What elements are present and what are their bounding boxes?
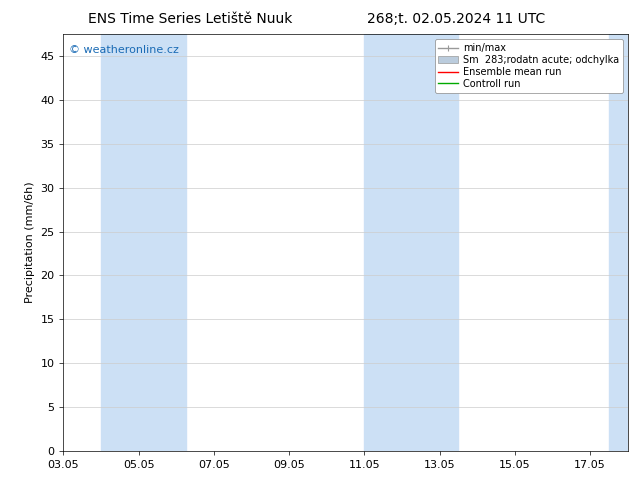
- Text: 268;t. 02.05.2024 11 UTC: 268;t. 02.05.2024 11 UTC: [367, 12, 546, 26]
- Text: © weatheronline.cz: © weatheronline.cz: [69, 45, 179, 55]
- Bar: [101, 34, 186, 451]
- Text: ENS Time Series Letiště Nuuk: ENS Time Series Letiště Nuuk: [88, 12, 292, 26]
- Bar: [365, 34, 458, 451]
- Bar: [609, 34, 628, 451]
- Y-axis label: Precipitation (mm/6h): Precipitation (mm/6h): [25, 182, 35, 303]
- Legend: min/max, Sm  283;rodatn acute; odchylka, Ensemble mean run, Controll run: min/max, Sm 283;rodatn acute; odchylka, …: [434, 39, 623, 93]
